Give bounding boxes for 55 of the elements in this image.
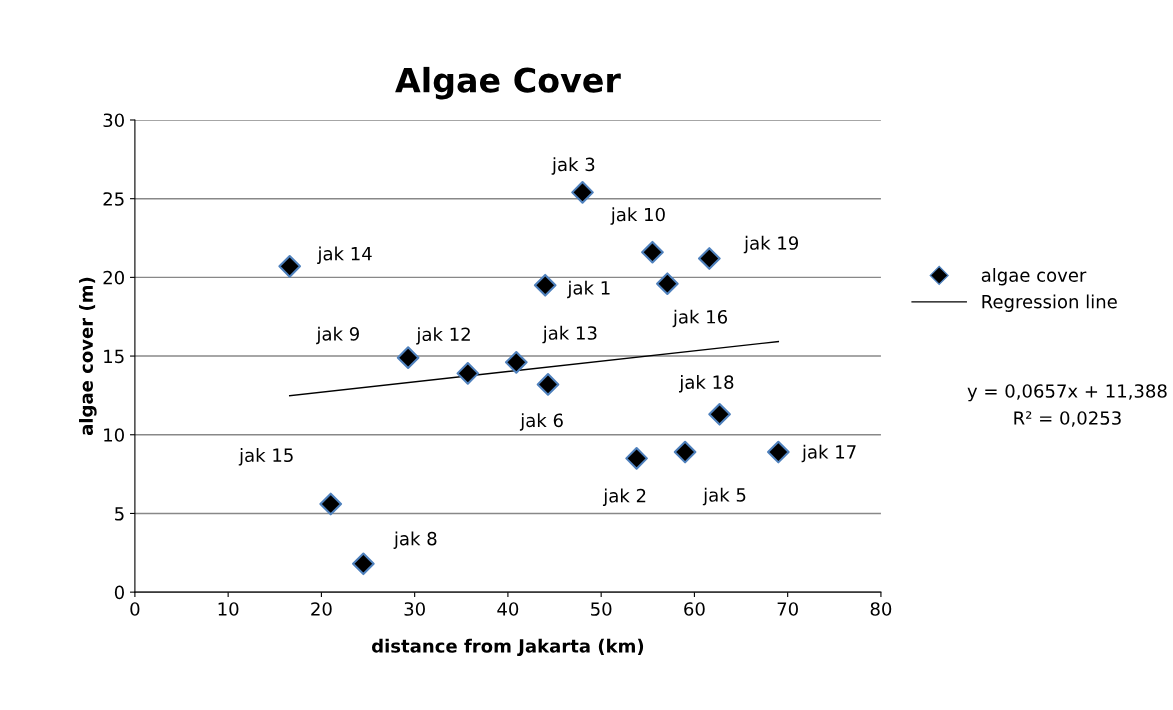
chart-title: Algae Cover [395, 66, 621, 100]
point [278, 255, 302, 278]
point [698, 247, 721, 270]
point [319, 492, 343, 516]
point [708, 402, 731, 426]
y-tick-label: 20 [103, 270, 124, 285]
point [352, 552, 375, 576]
annotation: jak 14 [317, 246, 372, 264]
y-tick-label: 15 [104, 349, 124, 364]
annotation: jak 8 [393, 531, 437, 549]
x-tick-label: 10 [218, 602, 239, 616]
point [767, 440, 790, 464]
annotation: jak 1 [567, 280, 610, 299]
x-tick-label: 30 [404, 602, 425, 616]
annotation: jak 18 [678, 375, 734, 393]
annotation: jak 12 [416, 327, 470, 345]
annotation: jak 19 [743, 235, 799, 254]
point [625, 447, 648, 470]
x-tick-label: 60 [684, 602, 705, 616]
annotation: jak 6 [519, 413, 563, 431]
y-tick-label: 30 [103, 113, 124, 128]
annotation: jak 15 [238, 448, 293, 466]
point [641, 240, 664, 264]
annotation: jak 10 [610, 207, 665, 225]
point [656, 272, 679, 296]
y-axis-title: algae cover (m) [79, 277, 97, 436]
x-tick-label: 40 [497, 602, 519, 616]
text: R² = 0,0253 [1014, 411, 1121, 427]
x-axis-title: distance from Jakarta (km) [372, 638, 644, 657]
point [456, 362, 480, 385]
x-tick-label: 50 [591, 602, 612, 616]
y-tick-label: 10 [104, 428, 124, 442]
x-tick-label: 80 [870, 602, 892, 616]
annotation: jak 17 [801, 444, 856, 463]
point [533, 273, 557, 297]
y-tick-label: 25 [103, 192, 124, 206]
point [504, 351, 528, 374]
point [396, 346, 420, 369]
text: y = 0,0657x + 11,388 [967, 384, 1167, 402]
y-tick-label: 0 [114, 585, 124, 600]
legend-label: Regression line [982, 294, 1117, 312]
x-tick-label: 20 [311, 602, 332, 616]
y-tick-label: 5 [115, 507, 124, 521]
x-tick-label: 0 [130, 602, 140, 616]
annotation: jak 16 [672, 309, 728, 328]
x-tick-label: 70 [777, 602, 798, 616]
annotation: jak 13 [542, 325, 597, 344]
annotation: jak 2 [602, 488, 646, 506]
legend-label: algae cover [981, 267, 1087, 286]
annotation: jak 5 [702, 487, 746, 506]
point [571, 181, 594, 204]
point [536, 373, 560, 396]
annotation: jak 3 [551, 157, 595, 175]
annotation: jak 9 [316, 326, 359, 345]
point [673, 440, 697, 464]
